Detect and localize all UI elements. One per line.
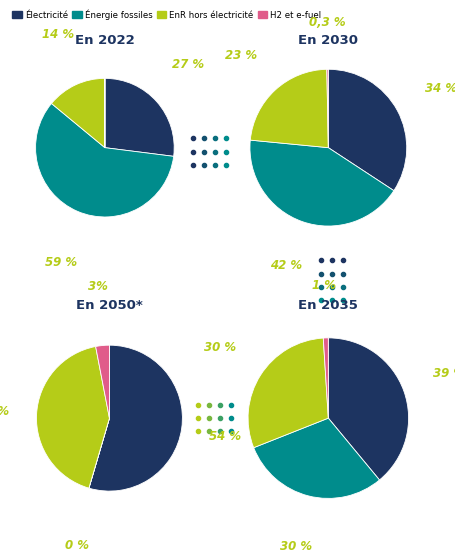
Text: En 2035: En 2035 <box>298 299 358 312</box>
Wedge shape <box>328 69 406 190</box>
Text: 34 %: 34 % <box>425 82 455 94</box>
Text: En 2022: En 2022 <box>75 34 135 47</box>
Text: 14 %: 14 % <box>41 28 74 41</box>
Legend: Électricité, Énergie fossiles, EnR hors électricité, H2 et e-fuel: Électricité, Énergie fossiles, EnR hors … <box>9 6 324 23</box>
Text: 42 %: 42 % <box>0 405 9 418</box>
Wedge shape <box>326 69 328 147</box>
Wedge shape <box>89 418 109 488</box>
Text: 3%: 3% <box>88 280 108 293</box>
Wedge shape <box>249 140 393 226</box>
Wedge shape <box>36 347 109 488</box>
Wedge shape <box>323 338 328 418</box>
Text: 54 %: 54 % <box>208 431 241 443</box>
Text: 23 %: 23 % <box>225 49 257 62</box>
Text: 59 %: 59 % <box>45 256 77 269</box>
Wedge shape <box>89 345 182 491</box>
Text: 0,3 %: 0,3 % <box>308 16 344 29</box>
Wedge shape <box>96 345 109 418</box>
Text: 0 %: 0 % <box>65 539 88 552</box>
Wedge shape <box>328 338 408 480</box>
Text: 39 %: 39 % <box>432 367 455 380</box>
Wedge shape <box>250 70 328 147</box>
Text: 42 %: 42 % <box>269 259 301 273</box>
Text: 30 %: 30 % <box>203 341 235 354</box>
Wedge shape <box>248 338 328 448</box>
Wedge shape <box>105 78 174 156</box>
Text: En 2050*: En 2050* <box>76 299 142 312</box>
Text: 30 %: 30 % <box>280 540 312 552</box>
Text: 27 %: 27 % <box>172 58 204 71</box>
Text: 1 %: 1 % <box>312 279 335 292</box>
Wedge shape <box>253 418 379 498</box>
Wedge shape <box>35 103 173 217</box>
Wedge shape <box>51 78 105 147</box>
Text: En 2030: En 2030 <box>298 34 358 47</box>
